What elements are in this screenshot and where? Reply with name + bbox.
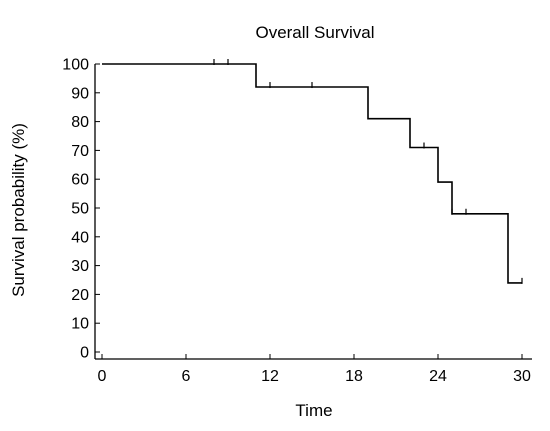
- x-tick-label: 12: [261, 368, 279, 385]
- chart-title: Overall Survival: [255, 23, 374, 42]
- y-tick-label: 40: [71, 229, 89, 246]
- survival-curve: [102, 63, 522, 284]
- y-tick-label: 80: [71, 114, 89, 131]
- x-tick-label: 0: [98, 368, 107, 385]
- x-tick-label: 30: [513, 368, 531, 385]
- y-tick-label: 70: [71, 143, 89, 160]
- x-axis-label: Time: [295, 401, 332, 420]
- axes: [94, 64, 532, 360]
- x-tick-label: 6: [182, 368, 191, 385]
- x-tick-label: 18: [345, 368, 363, 385]
- y-axis-label: Survival probability (%): [9, 123, 28, 297]
- y-tick-label: 60: [71, 172, 89, 189]
- y-ticks: 0 10 20 30 40 50 60 70 80 90 100: [62, 57, 100, 362]
- survival-step-line: [102, 63, 522, 284]
- y-tick-label: 100: [62, 57, 89, 74]
- y-tick-label: 90: [71, 85, 89, 102]
- y-tick-label: 10: [71, 316, 89, 333]
- y-tick-label: 50: [71, 201, 89, 218]
- y-tick-label: 20: [71, 287, 89, 304]
- y-tick-label: 0: [80, 345, 89, 362]
- censor-marks: [213, 59, 523, 284]
- x-ticks: 0 6 12 18 24 30: [98, 354, 531, 385]
- y-tick-label: 30: [71, 258, 89, 275]
- x-tick-label: 24: [429, 368, 447, 385]
